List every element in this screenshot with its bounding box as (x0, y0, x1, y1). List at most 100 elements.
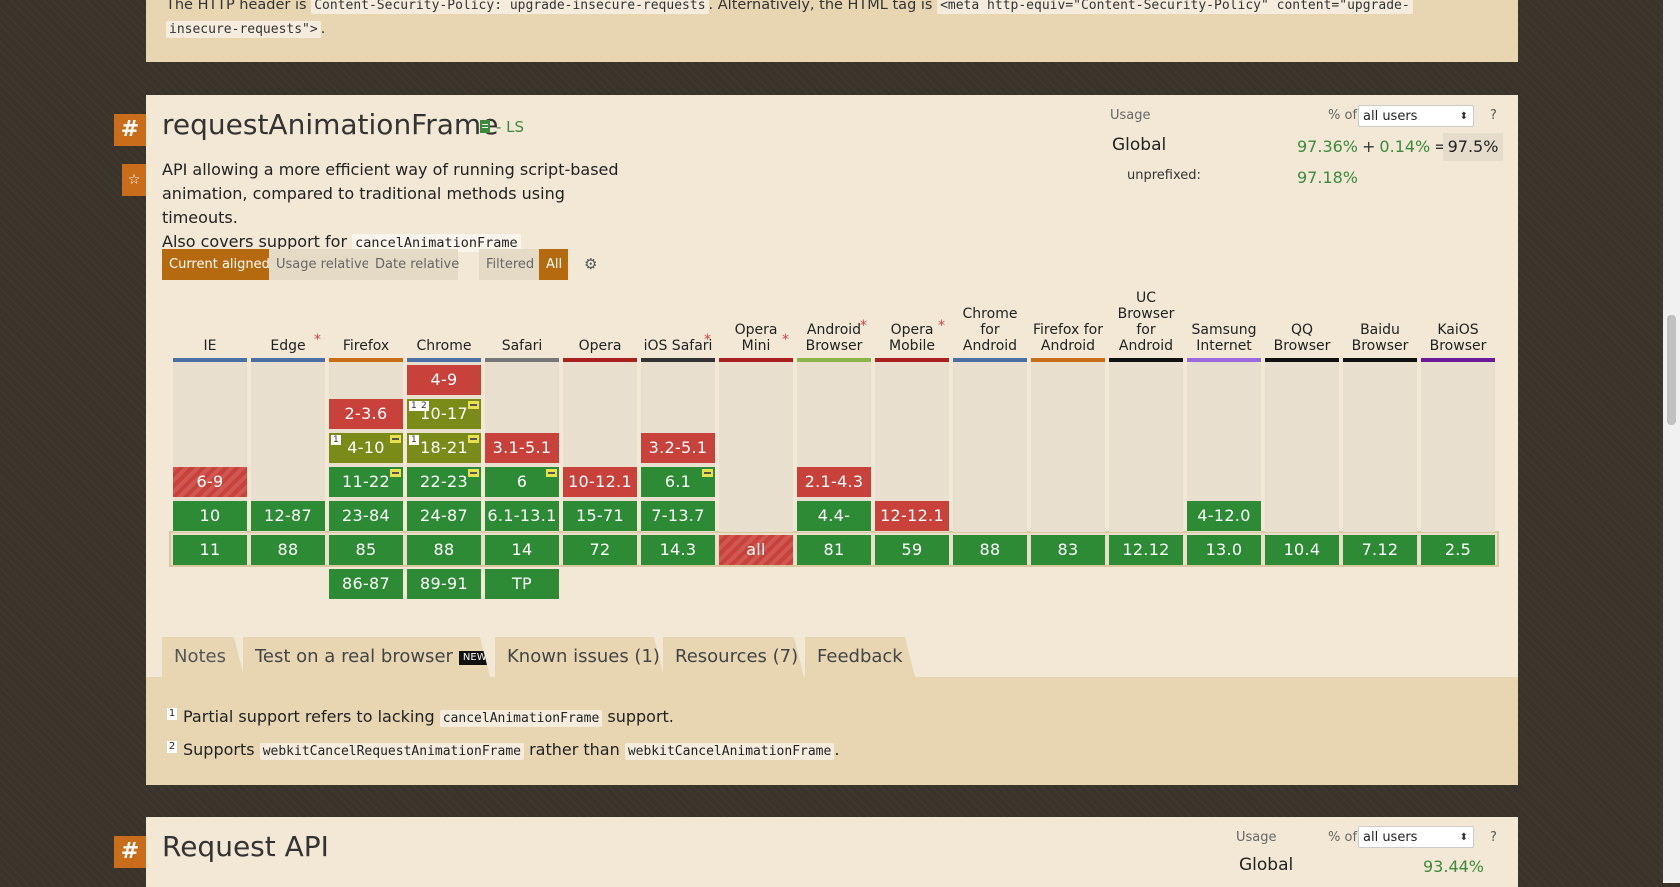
version-support-cell[interactable]: 6.1 (641, 467, 715, 497)
version-support-cell[interactable]: 88 (407, 535, 481, 565)
browser-column-header[interactable]: Baidu Browser (1343, 290, 1417, 354)
scrollbar-thumb[interactable] (1667, 315, 1676, 425)
browser-color-bar (797, 358, 871, 362)
browser-column-header[interactable]: Edge * (251, 290, 325, 354)
version-support-cell[interactable]: 2.1-4.3 (797, 467, 871, 497)
global-usage-label: Global (1239, 855, 1294, 875)
browser-column-header[interactable]: Samsung Internet (1187, 290, 1261, 354)
tab-resources[interactable]: Resources (7) (663, 637, 804, 677)
browser-column-header[interactable]: UC Browser for Android (1109, 290, 1183, 354)
filtered-button[interactable]: Filtered (479, 249, 539, 280)
browser-column-header[interactable]: QQ Browser (1265, 290, 1339, 354)
version-support-cell[interactable]: 81 (797, 535, 871, 565)
anchor-link-button[interactable]: # (114, 114, 146, 146)
version-support-cell[interactable]: 3.2-5.1 (641, 433, 715, 463)
version-support-cell[interactable]: 7-13.7 (641, 501, 715, 531)
all-button[interactable]: All (539, 249, 568, 280)
version-support-cell[interactable]: TP (485, 569, 559, 599)
users-select[interactable]: all users ⬍ (1358, 105, 1474, 127)
version-support-cell[interactable]: 4.4-4.4.4 (797, 501, 871, 555)
tab-test-on-real-browser[interactable]: Test on a real browser NEW (243, 637, 490, 677)
prefix-flag-icon (468, 401, 479, 409)
browser-name-line: Browser (1117, 306, 1175, 322)
version-range: all (746, 540, 766, 559)
version-support-cell[interactable]: 4-9 (407, 365, 481, 395)
tab-notes[interactable]: Notes (162, 637, 244, 677)
version-support-cell[interactable]: 85 (329, 535, 403, 565)
favorite-star-icon[interactable]: ☆ (122, 164, 146, 196)
version-support-cell[interactable]: 59 (875, 535, 949, 565)
browser-column-header[interactable]: Opera (563, 290, 637, 354)
tab-feedback[interactable]: Feedback (805, 637, 915, 677)
feature-title[interactable]: Request API (162, 830, 329, 863)
version-support-cell[interactable]: 14 (485, 535, 559, 565)
version-support-cell[interactable]: 88 (953, 535, 1027, 565)
version-support-cell[interactable]: 15-71 (563, 501, 637, 531)
usage-help-icon[interactable]: ? (1490, 108, 1497, 123)
full-support-percent: 97.36% (1297, 137, 1359, 156)
tab-known-issues[interactable]: Known issues (1) (495, 637, 664, 677)
users-select[interactable]: all users ⬍ (1358, 826, 1474, 848)
browser-column-header[interactable]: Opera Mini * (719, 290, 793, 354)
version-range: 6.1 (664, 472, 692, 491)
version-support-cell[interactable]: 12-12.1 (875, 501, 949, 531)
anchor-link-button[interactable]: # (114, 836, 146, 868)
version-support-cell[interactable]: 10-17 1 2 (407, 399, 481, 429)
version-support-cell[interactable]: 14.3 (641, 535, 715, 565)
browser-column-header[interactable]: Opera Mobile * (875, 290, 949, 354)
version-support-cell[interactable]: 23-84 (329, 501, 403, 531)
version-support-cell[interactable]: 4-10 1 (329, 433, 403, 463)
date-relative-button[interactable]: Date relative (368, 249, 459, 280)
version-support-cell[interactable]: 12-87 (251, 501, 325, 531)
browser-name-line: Baidu (1360, 322, 1400, 338)
version-support-cell[interactable]: 6.1-13.1 (485, 501, 559, 531)
browser-column-header[interactable]: Safari (485, 290, 559, 354)
version-support-cell[interactable]: 10 (173, 501, 247, 531)
version-support-cell[interactable]: 86-87 (329, 569, 403, 599)
browser-column-header[interactable]: KaiOS Browser (1421, 290, 1495, 354)
version-support-cell[interactable]: 10-12.1 (563, 467, 637, 497)
version-support-cell[interactable]: 83 (1031, 535, 1105, 565)
version-support-cell[interactable]: 89-91 (407, 569, 481, 599)
version-support-cell[interactable]: 13.0 (1187, 535, 1261, 565)
version-support-cell[interactable]: 4-12.0 (1187, 501, 1261, 531)
version-support-cell[interactable]: 22-23 (407, 467, 481, 497)
browser-column-header[interactable]: Chrome for Android (953, 290, 1027, 354)
usage-help-icon[interactable]: ? (1490, 830, 1497, 845)
page-scrollbar[interactable] (1663, 0, 1680, 883)
version-support-cell[interactable]: 88 (251, 535, 325, 565)
version-support-cell[interactable]: 11 (173, 535, 247, 565)
version-support-cell[interactable]: 2-3.6 (329, 399, 403, 429)
browser-column-background (1265, 362, 1339, 532)
description-text: Also covers support for (162, 232, 348, 251)
current-aligned-button[interactable]: Current aligned (162, 249, 270, 280)
version-support-cell[interactable]: 11-22 (329, 467, 403, 497)
version-support-cell[interactable]: 72 (563, 535, 637, 565)
spec-status-link[interactable]: - LS (480, 118, 524, 136)
users-select-value: all users (1363, 109, 1418, 124)
browser-column-header[interactable]: Firefox (329, 290, 403, 354)
version-support-cell[interactable]: 6 (485, 467, 559, 497)
version-support-cell[interactable]: 10.4 (1265, 535, 1339, 565)
gear-icon[interactable]: ⚙ (584, 255, 598, 273)
note-text: support. (607, 707, 674, 726)
browser-column-header[interactable]: IE (173, 290, 247, 354)
version-support-cell[interactable]: 2.5 (1421, 535, 1495, 565)
version-support-cell[interactable]: 24-87 (407, 501, 481, 531)
version-support-cell[interactable]: all (719, 535, 793, 565)
browser-column-header[interactable]: Android Browser * (797, 290, 871, 354)
browser-column-header[interactable]: Firefox for Android (1031, 290, 1105, 354)
browser-color-bar (719, 358, 793, 362)
browser-column-header[interactable]: iOS Safari * (641, 290, 715, 354)
usage-label: Usage (1236, 830, 1277, 845)
usage-relative-button[interactable]: Usage relative (269, 249, 370, 280)
version-support-cell[interactable]: 7.12 (1343, 535, 1417, 565)
browser-column-header[interactable]: Chrome (407, 290, 481, 354)
version-range: 83 (1057, 540, 1079, 559)
version-support-cell[interactable]: 6-9 (173, 467, 247, 497)
feature-title[interactable]: requestAnimationFrame (162, 108, 499, 141)
version-range: 13.0 (1205, 540, 1243, 559)
version-support-cell[interactable]: 12.12 (1109, 535, 1183, 565)
version-support-cell[interactable]: 3.1-5.1 (485, 433, 559, 463)
version-support-cell[interactable]: 18-21 1 (407, 433, 481, 463)
